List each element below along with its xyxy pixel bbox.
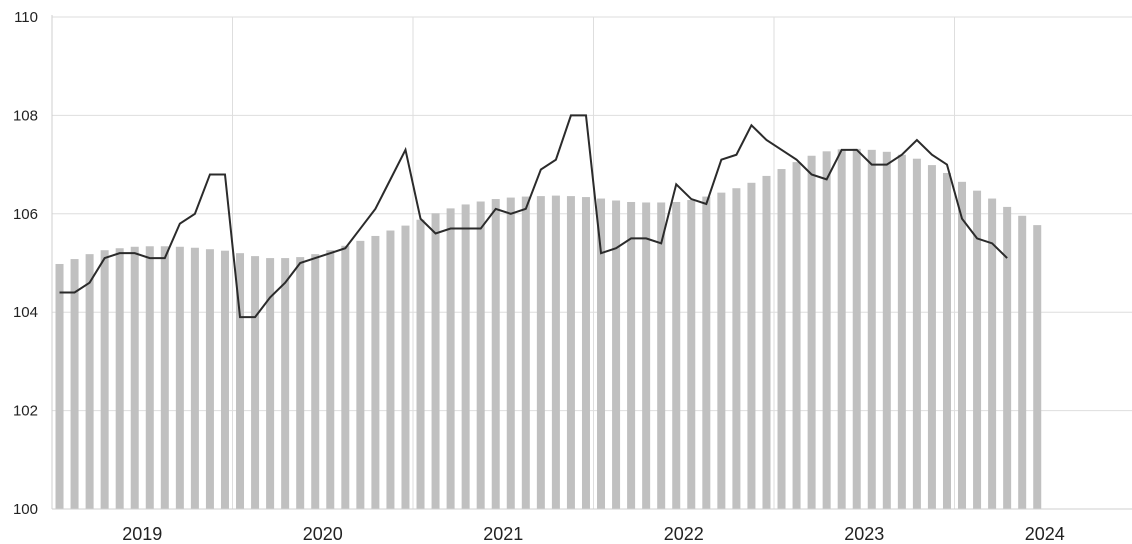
x-tick-label: 2020 [303, 524, 343, 544]
bar [551, 195, 560, 509]
bar [491, 199, 500, 510]
axes [51, 15, 1132, 510]
bar [55, 263, 64, 509]
bar [762, 175, 771, 509]
bar [326, 250, 335, 509]
bar [657, 202, 666, 509]
y-tick-labels: 100 102 104 106 108 110 [13, 9, 38, 518]
bar [897, 154, 906, 509]
x-tick-label: 2022 [664, 524, 704, 544]
bar [672, 201, 681, 509]
bar [371, 235, 380, 509]
y-tick-label: 106 [13, 206, 38, 223]
bar [807, 155, 816, 509]
bar [476, 201, 485, 509]
bar [747, 182, 756, 509]
bar [130, 246, 139, 509]
bar [401, 225, 410, 509]
bar [85, 254, 94, 509]
bar [1003, 206, 1012, 510]
bar [597, 198, 606, 509]
gridlines [52, 16, 1132, 509]
bar [236, 253, 245, 509]
y-tick-label: 104 [13, 304, 38, 321]
bar [627, 201, 636, 509]
bar-series [55, 148, 1042, 510]
bar [702, 196, 711, 509]
series-line [59, 114, 1008, 319]
bar [296, 257, 305, 509]
bar [311, 254, 320, 509]
bar [973, 190, 982, 509]
bar [988, 198, 997, 509]
x-tick-label: 2021 [483, 524, 523, 544]
bar [792, 162, 801, 509]
bar [446, 208, 455, 509]
bar [837, 149, 846, 509]
bar [867, 149, 876, 509]
bar [431, 213, 440, 510]
bar [266, 258, 275, 509]
bar [175, 246, 184, 509]
bar [581, 197, 590, 509]
bar [912, 158, 921, 510]
bar [190, 247, 199, 510]
bar [100, 250, 109, 509]
bar [341, 245, 350, 509]
x-tick-labels: 2019 2020 2021 2022 2023 2024 [122, 524, 1065, 544]
bar [942, 172, 951, 510]
bar [642, 202, 651, 509]
bar [732, 188, 741, 509]
bar [852, 148, 861, 509]
x-tick-label: 2024 [1025, 524, 1065, 544]
bar [115, 248, 124, 510]
bar [416, 219, 425, 510]
y-tick-label: 110 [14, 9, 38, 26]
x-tick-label: 2019 [122, 524, 162, 544]
y-tick-label: 102 [13, 403, 38, 420]
bar [356, 240, 365, 510]
bar [386, 230, 395, 509]
bar [461, 204, 470, 509]
bar [822, 151, 831, 510]
bar [612, 200, 621, 510]
bar [160, 246, 169, 509]
line-series [59, 114, 1008, 319]
bar [251, 256, 260, 509]
bar [927, 165, 936, 510]
x-tick-label: 2023 [844, 524, 884, 544]
bar [521, 196, 530, 509]
bar [882, 151, 891, 510]
bar [536, 196, 545, 509]
bar [687, 200, 696, 510]
bar [1018, 215, 1027, 509]
bar [220, 250, 229, 509]
bar [205, 249, 214, 509]
bar [958, 181, 967, 509]
bar [281, 258, 290, 509]
bar [1033, 225, 1042, 509]
bar [717, 192, 726, 510]
bar [70, 259, 79, 509]
bar [566, 196, 575, 509]
bar [506, 197, 515, 509]
bar [777, 169, 786, 509]
y-tick-label: 100 [13, 501, 38, 518]
bar [145, 246, 154, 509]
y-tick-label: 108 [13, 107, 38, 124]
